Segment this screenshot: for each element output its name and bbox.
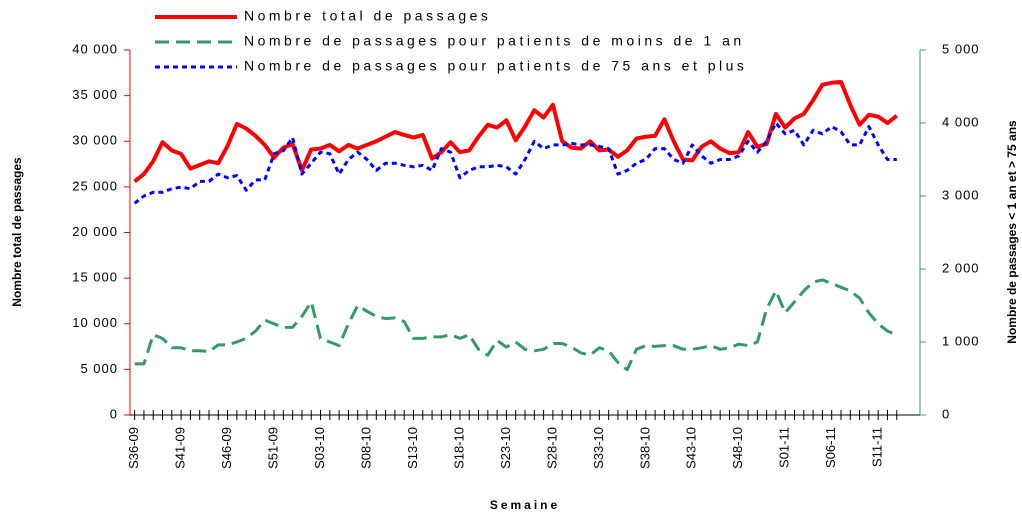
x-tick-label: S43-10: [684, 427, 699, 469]
x-tick-label: S51-09: [265, 427, 280, 469]
x-tick-label: S23-10: [498, 427, 513, 469]
y-tick-label: 20 000: [72, 224, 118, 239]
series-line: [133, 121, 897, 205]
x-tick-label: S28-10: [544, 427, 559, 469]
y-tick-label: 25 000: [72, 178, 118, 193]
x-tick-label: S18-10: [451, 427, 466, 469]
series-line: [134, 278, 898, 372]
x-tick-label: S13-10: [405, 427, 420, 469]
y-tick-label: 35 000: [72, 87, 118, 102]
y2-tick-label: 2 000: [942, 260, 980, 275]
x-tick-label: S48-10: [730, 427, 745, 469]
legend-label: Nombre total de passages: [244, 8, 491, 24]
y-tick-label: 5 000: [80, 361, 118, 376]
x-tick-label: S03-10: [312, 427, 327, 469]
y-tick-label: 10 000: [72, 315, 118, 330]
x-tick-label: S11-11: [870, 427, 885, 467]
x-tick-label: S46-09: [219, 427, 234, 469]
y-tick-label: 40 000: [72, 41, 118, 56]
y-tick-label: 0: [110, 406, 118, 421]
y-tick-label: 15 000: [72, 270, 118, 285]
y2-tick-label: 1 000: [942, 333, 980, 348]
x-tick-label: S41-09: [173, 427, 188, 469]
x-tick-label: S08-10: [358, 427, 373, 469]
y2-tick-label: 5 000: [942, 41, 980, 56]
legend-label: Nombre de passages pour patients de moin…: [244, 33, 745, 49]
y2-tick-label: 3 000: [942, 187, 980, 202]
y2-tick-label: 4 000: [942, 114, 980, 129]
legend-label: Nombre de passages pour patients de 75 a…: [244, 58, 747, 74]
y2-axis-title: Nombre de passages < 1 an et > 75 ans: [1005, 120, 1019, 344]
y-axis-title: Nombre total de passages: [10, 157, 24, 307]
x-axis-title: Semaine: [490, 498, 560, 512]
y-tick-label: 30 000: [72, 133, 118, 148]
x-tick-label: S33-10: [591, 427, 606, 469]
y2-tick-label: 0: [942, 406, 950, 421]
x-tick-label: S06-11: [823, 427, 838, 468]
x-tick-label: S38-10: [637, 427, 652, 469]
x-tick-label: S01-11: [777, 427, 792, 468]
x-tick-label: S36-09: [126, 427, 141, 469]
